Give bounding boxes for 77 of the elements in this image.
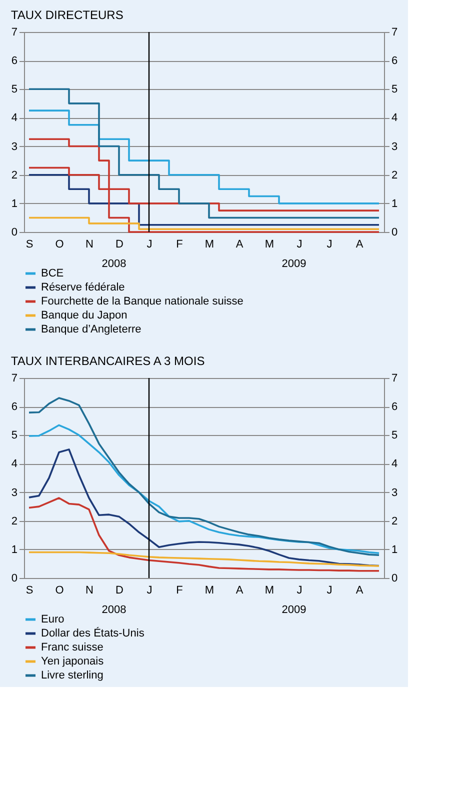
y-tick-label: 2 <box>11 169 18 182</box>
y-tick-label: 4 <box>11 112 18 124</box>
y2-tick-label: 6 <box>392 401 398 414</box>
y-tick-label: 4 <box>11 458 18 470</box>
legend-label: Banque du Japon <box>41 310 128 322</box>
x-tick-label: J <box>296 238 302 250</box>
y-tick-label: 6 <box>11 401 18 414</box>
x-tick-label: O <box>55 238 64 250</box>
x-tick-label: M <box>204 238 214 250</box>
legend-label: Yen japonais <box>41 656 104 668</box>
x-tick-label: D <box>116 238 124 250</box>
y2-tick-label: 7 <box>392 26 398 38</box>
y2-tick-label: 3 <box>392 486 398 499</box>
legend-label: BCE <box>41 268 64 280</box>
y2-tick-label: 3 <box>392 140 398 153</box>
x-tick-label: J <box>296 584 302 596</box>
y-tick-label: 2 <box>11 515 18 528</box>
y2-tick-label: 1 <box>392 544 398 556</box>
legend-label: Fourchette de la Banque nationale suisse <box>41 296 244 308</box>
x-tick-label: M <box>264 584 274 596</box>
y-tick-label: 5 <box>11 430 18 442</box>
line-series <box>28 497 380 572</box>
y2-tick-label: 0 <box>392 226 398 238</box>
y-tick-label: 0 <box>11 572 18 584</box>
x-tick-label: N <box>86 238 94 250</box>
x-tick-label: D <box>116 584 124 596</box>
text: 2008 <box>102 604 126 616</box>
y-tick-label: 6 <box>11 55 18 68</box>
line-series <box>28 551 380 567</box>
y2-tick-label: 5 <box>392 430 398 442</box>
text: 2009 <box>282 604 306 616</box>
x-tick-label: J <box>146 238 152 250</box>
x-tick-label: J <box>326 238 332 250</box>
x-tick-label: F <box>176 584 184 596</box>
y2-tick-label: 1 <box>392 198 398 210</box>
chart-title: TAUX INTERBANCAIRES A 3 MOIS <box>10 354 205 368</box>
line-series <box>28 448 380 567</box>
y2-tick-label: 4 <box>392 112 398 124</box>
y-tick-label: 7 <box>11 372 18 384</box>
y-tick-label: 1 <box>11 198 18 210</box>
x-tick-label: A <box>356 238 364 250</box>
y-tick-label: 7 <box>11 26 18 38</box>
line-series <box>28 397 380 556</box>
x-tick-label: S <box>26 584 34 596</box>
x-tick-label: A <box>236 238 244 250</box>
chart-title: TAUX DIRECTEURS <box>10 8 124 22</box>
legend-label: Livre sterling <box>41 670 104 682</box>
y2-tick-label: 0 <box>392 572 398 584</box>
line-series <box>28 424 380 554</box>
x-tick-label: O <box>55 584 64 596</box>
y-tick-label: 3 <box>11 486 18 499</box>
x-tick-label: S <box>26 238 34 250</box>
legend-label: Dollar des États-Unis <box>41 626 145 640</box>
legend-label: Banque d’Angleterre <box>41 324 142 336</box>
x-tick-label: M <box>204 584 214 596</box>
legend-label: Euro <box>41 614 64 626</box>
x-tick-label: M <box>264 238 274 250</box>
y2-tick-label: 2 <box>392 515 398 528</box>
x-tick-label: J <box>326 584 332 596</box>
y2-tick-label: 6 <box>392 55 398 68</box>
y-tick-label: 3 <box>11 140 18 153</box>
y2-tick-label: 5 <box>392 84 398 96</box>
legend-label: Réserve fédérale <box>41 282 125 294</box>
x-tick-label: A <box>236 584 244 596</box>
x-tick-label: J <box>146 584 152 596</box>
y-tick-label: 1 <box>11 544 18 556</box>
x-tick-label: A <box>356 584 364 596</box>
y2-tick-label: 2 <box>392 169 398 182</box>
x-tick-label: F <box>176 238 184 250</box>
y2-tick-label: 4 <box>392 458 398 470</box>
legend-label: Franc suisse <box>41 642 104 654</box>
x-tick-label: N <box>86 584 94 596</box>
y-tick-label: 0 <box>11 226 18 238</box>
text: 2008 <box>102 258 126 270</box>
text: 2009 <box>282 258 306 270</box>
y-tick-label: 5 <box>11 84 18 96</box>
y2-tick-label: 7 <box>392 372 398 384</box>
